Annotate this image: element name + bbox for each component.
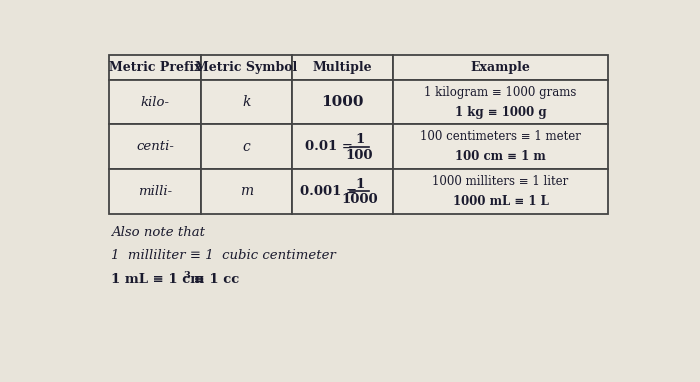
Text: Example: Example <box>470 61 531 74</box>
Text: 1 kg ≡ 1000 g: 1 kg ≡ 1000 g <box>455 105 547 118</box>
Text: 1000: 1000 <box>341 193 378 206</box>
Text: c: c <box>242 140 251 154</box>
Text: Metric Symbol: Metric Symbol <box>195 61 298 74</box>
Bar <box>201 80 292 125</box>
Text: 1000: 1000 <box>321 95 364 109</box>
Bar <box>109 80 201 125</box>
Text: 1 kilogram ≡ 1000 grams: 1 kilogram ≡ 1000 grams <box>424 86 577 99</box>
Bar <box>393 80 608 125</box>
Text: 100: 100 <box>346 149 373 162</box>
Bar <box>109 55 201 80</box>
Text: m: m <box>240 185 253 198</box>
Text: 1: 1 <box>355 178 364 191</box>
Text: centi-: centi- <box>136 140 174 153</box>
Text: Metric Prefix: Metric Prefix <box>108 61 201 74</box>
Text: 1: 1 <box>355 133 364 146</box>
Bar <box>201 125 292 169</box>
Text: k: k <box>242 95 251 109</box>
Bar <box>292 80 393 125</box>
Text: 1000 milliters ≡ 1 liter: 1000 milliters ≡ 1 liter <box>433 175 568 188</box>
Bar <box>292 125 393 169</box>
Bar <box>201 169 292 214</box>
Bar <box>201 55 292 80</box>
Text: 1000 mL ≡ 1 L: 1000 mL ≡ 1 L <box>453 195 549 208</box>
Text: Multiple: Multiple <box>313 61 372 74</box>
Text: 0.001 =: 0.001 = <box>300 185 357 198</box>
Bar <box>109 169 201 214</box>
Text: 3: 3 <box>183 271 190 280</box>
Bar <box>292 169 393 214</box>
Bar <box>292 55 393 80</box>
Text: Also note that: Also note that <box>111 226 204 239</box>
Text: 100 cm ≡ 1 m: 100 cm ≡ 1 m <box>455 150 546 163</box>
Bar <box>109 125 201 169</box>
Text: 1  milliliter ≡ 1  cubic centimeter: 1 milliliter ≡ 1 cubic centimeter <box>111 249 335 262</box>
Text: 1 mL ≡ 1 cm: 1 mL ≡ 1 cm <box>111 274 204 286</box>
Text: milli-: milli- <box>138 185 172 198</box>
Bar <box>393 55 608 80</box>
Text: 0.01 =: 0.01 = <box>304 140 353 153</box>
Bar <box>393 125 608 169</box>
Text: kilo-: kilo- <box>141 96 169 108</box>
Text: ≡ 1 cc: ≡ 1 cc <box>189 274 239 286</box>
Bar <box>393 169 608 214</box>
Text: 100 centimeters ≡ 1 meter: 100 centimeters ≡ 1 meter <box>420 130 581 143</box>
